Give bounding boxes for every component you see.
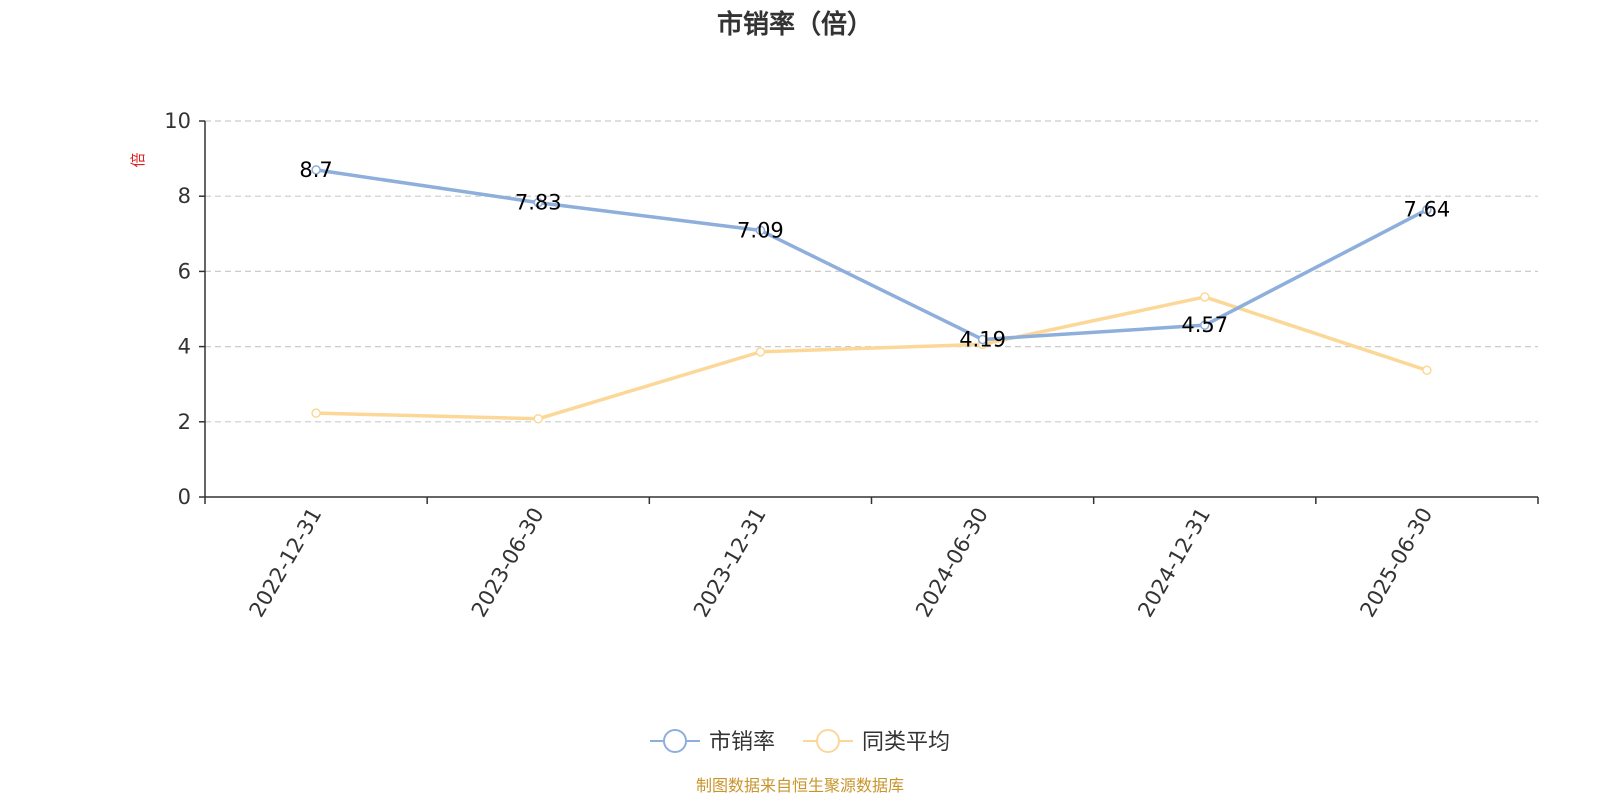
data-point[interactable] — [1200, 292, 1210, 302]
legend-marker[interactable] — [663, 729, 687, 753]
series-group: 8.7 7.83 7.09 4.19 4.57 7.64 — [299, 158, 1451, 424]
chart-title: 市销率（倍） — [717, 9, 873, 40]
data-point[interactable] — [533, 197, 543, 208]
data-point[interactable] — [755, 225, 766, 236]
legend-marker[interactable] — [816, 729, 840, 753]
data-label: 7.09 — [737, 218, 784, 242]
x-tick-label: 2023-06-30 — [467, 504, 549, 622]
data-point[interactable] — [1200, 320, 1210, 330]
y-tick-label: 6 — [178, 259, 191, 283]
data-point[interactable] — [1422, 365, 1432, 376]
series-line — [314, 295, 1429, 421]
y-tick-label: 8 — [178, 184, 191, 208]
data-label: 8.7 — [299, 158, 332, 182]
x-tick-label: 2024-06-30 — [911, 503, 993, 621]
data-point[interactable] — [977, 334, 988, 345]
y-axis-label: 倍 — [129, 152, 147, 167]
data-point[interactable] — [311, 408, 321, 418]
x-tick-label: 2024-12-31 — [1133, 504, 1215, 622]
data-point[interactable] — [311, 165, 321, 175]
series-line — [314, 168, 1429, 342]
data-label: 7.64 — [1404, 198, 1451, 222]
y-tick-label: 4 — [178, 335, 191, 359]
y-tick-label: 2 — [178, 410, 191, 434]
y-tick-label: 0 — [178, 485, 191, 509]
axes: 0 2 4 6 8 10 2022-12-31 2023-06-30 2023-12-31 202… — [164, 109, 1539, 622]
data-point[interactable] — [755, 347, 766, 357]
data-label: 4.19 — [959, 327, 1006, 351]
x-tick-label: 2023-12-31 — [689, 504, 771, 622]
data-label: 7.83 — [515, 191, 562, 215]
y-tick-label: 10 — [164, 109, 191, 133]
data-point[interactable] — [533, 414, 543, 424]
legend-item-label[interactable]: 同类平均 — [862, 730, 950, 755]
x-tick-label: 2022-12-31 — [245, 504, 327, 622]
x-tick-label: 2025-06-30 — [1355, 504, 1437, 622]
data-source-note: 制图数据来自恒生聚源数据库 — [696, 776, 904, 795]
data-point[interactable] — [1422, 204, 1432, 215]
data-label: 4.57 — [1181, 313, 1228, 337]
legend-item-label[interactable]: 市销率 — [709, 730, 775, 755]
legend[interactable]: 市销率 同类平均 — [650, 729, 950, 755]
gridlines — [205, 120, 1538, 423]
